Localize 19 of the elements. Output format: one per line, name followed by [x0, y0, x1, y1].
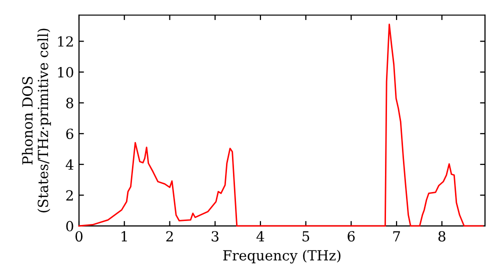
- x-tick-label: 4: [256, 231, 264, 242]
- x-tick-label: 3: [212, 231, 218, 242]
- y-tick-label: 6: [66, 128, 74, 140]
- y-tick-label: 2: [66, 190, 73, 200]
- x-tick-label: 5: [302, 231, 310, 242]
- x-tick-label: 0: [75, 231, 82, 242]
- x-axis-title: Frequency (THz): [223, 250, 340, 264]
- x-tick-label: 8: [438, 231, 446, 242]
- y-tick-label: 0: [66, 220, 74, 232]
- x-tick-label: 1: [122, 231, 127, 242]
- y-tick-label: 8: [66, 98, 74, 108]
- x-tick-label: 7: [393, 231, 400, 242]
- line-series: [78, 24, 484, 227]
- y-axis-title: Phonon DOS (States/THz·primitive cell): [22, 28, 51, 212]
- y-tick-label: 12: [58, 36, 73, 47]
- y-tick-label: 10: [58, 67, 74, 78]
- x-tick-label: 6: [348, 231, 355, 242]
- y-tick-label: 4: [66, 159, 74, 170]
- x-tick-label: 2: [166, 231, 173, 242]
